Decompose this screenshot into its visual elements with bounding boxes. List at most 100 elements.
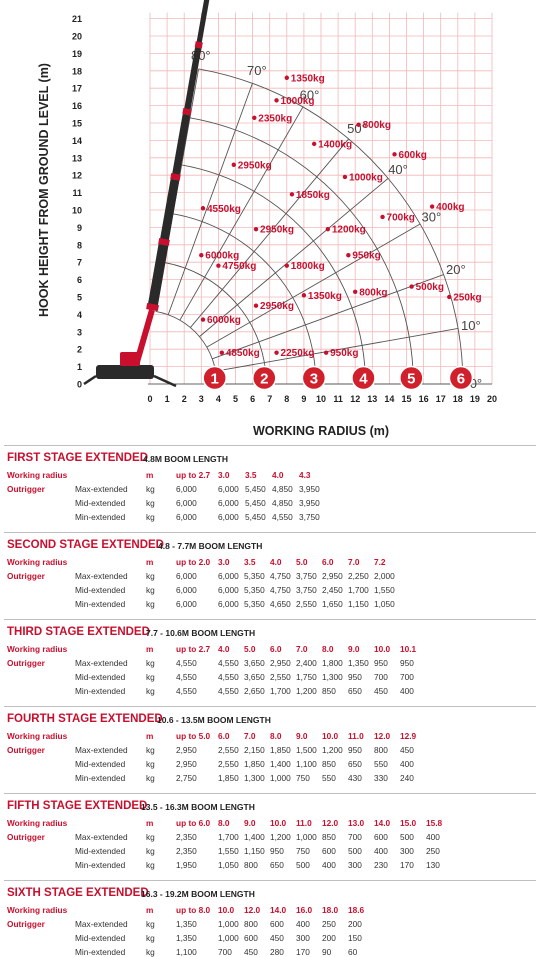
unit-kg: kg bbox=[146, 484, 155, 494]
load-value: 750 bbox=[296, 773, 310, 783]
load-label: 1850kg bbox=[296, 190, 330, 201]
boom-section bbox=[147, 244, 169, 311]
outrigger-mode: Max-extended bbox=[75, 832, 128, 842]
outrigger-mode: Min-extended bbox=[75, 512, 126, 522]
radius-header: 6.0 bbox=[218, 731, 230, 741]
load-point bbox=[392, 152, 397, 157]
load-value: 6,000 bbox=[218, 498, 239, 508]
load-value: 5,350 bbox=[244, 599, 265, 609]
load-value: 2,950 bbox=[176, 745, 197, 755]
load-value: 1,200 bbox=[322, 745, 343, 755]
load-value: 6,000 bbox=[176, 498, 197, 508]
load-value: 2,550 bbox=[218, 745, 239, 755]
boom-joint bbox=[182, 108, 192, 116]
load-value: 300 bbox=[348, 860, 362, 870]
unit-kg: kg bbox=[146, 933, 155, 943]
radius-header: 4.0 bbox=[272, 470, 284, 480]
outrigger-mode: Max-extended bbox=[75, 658, 128, 668]
working-radius-label: Working radius bbox=[7, 731, 68, 741]
load-value: 500 bbox=[348, 846, 362, 856]
load-value: 1,400 bbox=[270, 759, 291, 769]
load-value: 500 bbox=[296, 860, 310, 870]
radius-header: 7.2 bbox=[374, 557, 386, 567]
load-value: 330 bbox=[374, 773, 388, 783]
load-value: 950 bbox=[400, 658, 414, 668]
radius-header: 15.8 bbox=[426, 818, 443, 828]
load-value: 800 bbox=[374, 745, 388, 755]
load-label: 250kg bbox=[453, 293, 481, 304]
unit-m: m bbox=[146, 557, 154, 567]
load-value: 3,750 bbox=[296, 571, 317, 581]
unit-kg: kg bbox=[146, 759, 155, 769]
load-value: 400 bbox=[400, 759, 414, 769]
load-point bbox=[200, 317, 206, 322]
working-radius-label: Working radius bbox=[7, 905, 68, 915]
load-point bbox=[200, 206, 206, 211]
unit-kg: kg bbox=[146, 599, 155, 609]
boom-joint bbox=[194, 41, 203, 49]
load-value: 4,550 bbox=[218, 658, 239, 668]
load-value: 550 bbox=[374, 759, 388, 769]
load-value: 4,850 bbox=[272, 498, 293, 508]
load-point bbox=[409, 284, 414, 289]
radius-header: 10.1 bbox=[400, 644, 417, 654]
x-tick-label: 16 bbox=[419, 394, 429, 404]
stage-subtitle: 4.8 - 7.7M BOOM LENGTH bbox=[158, 541, 263, 551]
load-value: 130 bbox=[426, 860, 440, 870]
y-tick-label: 5 bbox=[77, 293, 82, 303]
load-label: 400kg bbox=[436, 202, 464, 213]
y-tick-label: 18 bbox=[72, 66, 82, 76]
x-tick-label: 2 bbox=[182, 394, 187, 404]
x-tick-label: 7 bbox=[267, 394, 272, 404]
load-value: 2,000 bbox=[374, 571, 395, 581]
y-tick-label: 21 bbox=[72, 14, 82, 24]
unit-kg: kg bbox=[146, 773, 155, 783]
load-value: 700 bbox=[400, 672, 414, 682]
working-radius-label: Working radius bbox=[7, 557, 68, 567]
y-tick-label: 4 bbox=[77, 310, 82, 320]
load-value: 430 bbox=[348, 773, 362, 783]
load-value: 2,550 bbox=[218, 759, 239, 769]
load-label: 950kg bbox=[352, 251, 380, 262]
x-tick-label: 5 bbox=[233, 394, 238, 404]
load-point bbox=[447, 294, 452, 300]
load-value: 500 bbox=[400, 832, 414, 842]
load-value: 1,650 bbox=[322, 599, 343, 609]
load-label: 700kg bbox=[387, 212, 415, 223]
load-value: 850 bbox=[322, 759, 336, 769]
outrigger-mode: Mid-extended bbox=[75, 498, 126, 508]
y-tick-label: 7 bbox=[77, 258, 82, 268]
load-value: 1,850 bbox=[218, 773, 239, 783]
unit-kg: kg bbox=[146, 512, 155, 522]
load-value: 800 bbox=[244, 860, 258, 870]
radius-header: 12.0 bbox=[374, 731, 391, 741]
stage-divider bbox=[4, 793, 536, 794]
angle-label: 20° bbox=[446, 262, 466, 277]
radius-header: 16.0 bbox=[296, 905, 313, 915]
stage-subtitle: 10.6 - 13.5M BOOM LENGTH bbox=[157, 715, 271, 725]
x-tick-label: 0 bbox=[147, 394, 152, 404]
x-tick-label: 4 bbox=[216, 394, 221, 404]
stage-title: FIFTH STAGE EXTENDED bbox=[7, 800, 148, 812]
radius-header: 11.0 bbox=[296, 818, 312, 828]
load-value: 4,550 bbox=[218, 686, 239, 696]
boom-joint bbox=[158, 238, 170, 246]
radius-header: 8.0 bbox=[270, 731, 282, 741]
y-tick-label: 3 bbox=[77, 327, 82, 337]
load-value: 2,950 bbox=[270, 658, 291, 668]
radius-header: 3.5 bbox=[245, 470, 257, 480]
load-value: 1,800 bbox=[322, 658, 343, 668]
unit-kg: kg bbox=[146, 585, 155, 595]
angle-label: 70° bbox=[247, 63, 267, 78]
stage-marker bbox=[301, 365, 327, 391]
radius-header: up to 8.0 bbox=[176, 905, 211, 915]
load-point bbox=[301, 293, 307, 298]
load-value: 3,950 bbox=[299, 498, 320, 508]
radius-header: 10.0 bbox=[218, 905, 235, 915]
load-value: 5,450 bbox=[245, 512, 266, 522]
x-tick-label: 19 bbox=[470, 394, 480, 404]
load-value: 5,350 bbox=[244, 571, 265, 581]
load-point bbox=[274, 350, 279, 355]
angle-ray bbox=[199, 178, 389, 337]
radius-header: 12.9 bbox=[400, 731, 417, 741]
